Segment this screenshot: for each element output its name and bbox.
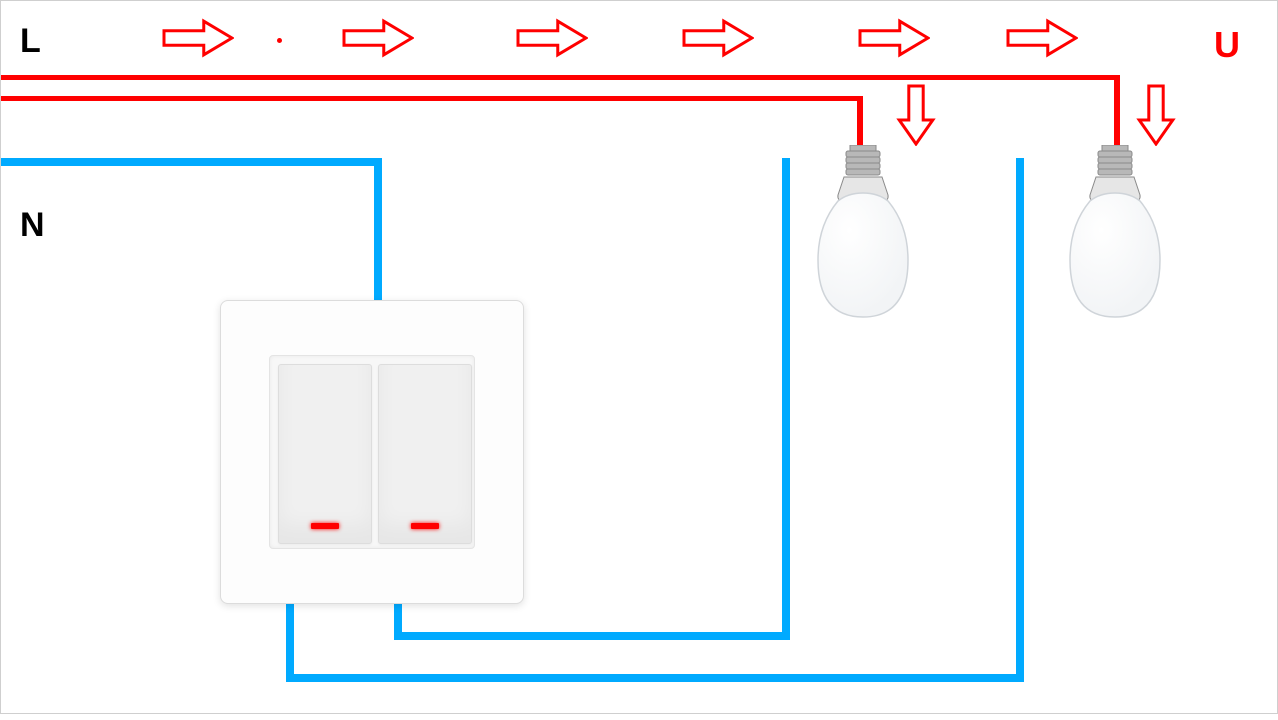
rocker-indicator-1 <box>311 523 339 529</box>
live-wire-1 <box>1114 75 1120 150</box>
light-bulb-1 <box>1060 145 1170 330</box>
neutral-wire-15 <box>394 632 790 640</box>
neutral-wire-13 <box>1016 158 1024 682</box>
flow-arrow-right-1 <box>342 18 414 58</box>
neutral-wire-16 <box>782 158 790 640</box>
live-wire-2 <box>0 96 863 101</box>
light-bulb-0 <box>808 145 918 330</box>
flow-arrow-right-4 <box>858 18 930 58</box>
neutral-wire-12 <box>286 674 1024 682</box>
switch-plate <box>269 355 475 549</box>
flow-arrow-right-5 <box>1006 18 1078 58</box>
live-wire-3 <box>857 96 863 150</box>
label-L: L <box>20 22 41 61</box>
flow-arrow-right-3 <box>682 18 754 58</box>
flow-arrow-right-0 <box>162 18 234 58</box>
rocker-2[interactable] <box>378 364 472 544</box>
live-wire-0 <box>0 75 1120 80</box>
flow-arrow-down-0 <box>896 84 936 146</box>
flow-arrow-right-2 <box>516 18 588 58</box>
neutral-wire-1 <box>374 158 382 308</box>
dot-marker <box>277 38 282 43</box>
flow-arrow-down-1 <box>1136 84 1176 146</box>
neutral-wire-0 <box>0 158 382 166</box>
wiring-diagram: L N U <box>0 0 1278 720</box>
frame-border <box>0 0 1278 714</box>
double-rocker-switch[interactable] <box>220 300 524 604</box>
label-N: N <box>20 206 45 245</box>
rocker-indicator-2 <box>411 523 439 529</box>
label-U: U <box>1214 24 1240 66</box>
rocker-1[interactable] <box>278 364 372 544</box>
